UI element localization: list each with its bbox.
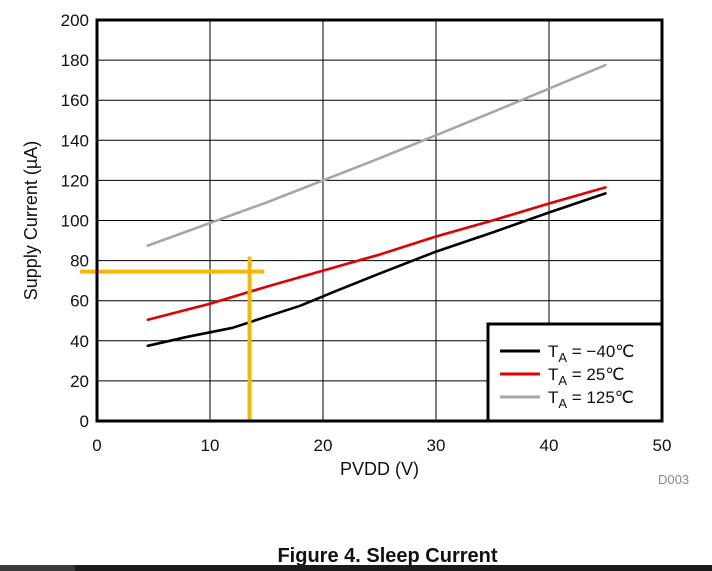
series-line-1 [146,186,607,321]
y-tick-label-8: 160 [61,91,89,110]
legend: TA = −40℃TA = 25℃TA = 125℃ [486,322,664,423]
bottom-bar-chip [0,565,75,571]
y-tick-label-1: 20 [70,372,89,391]
legend-label-1: TA = 25℃ [548,365,624,388]
legend-label-0: TA = −40℃ [548,342,634,365]
y-tick-label-7: 140 [61,131,89,150]
series-lines [146,63,607,348]
x-tick-label-0: 0 [92,436,101,455]
y-tick-labels: 0 20 40 60 80 100 120 140 160 180 200 [61,11,89,431]
series-line-2 [146,63,607,247]
series-line-0 [146,192,607,348]
plot-frame [95,18,664,423]
x-tick-labels: 0 10 20 30 40 50 [92,436,671,455]
annotation-markers [80,256,265,421]
y-tick-label-10: 200 [61,11,89,30]
y-tick-label-4: 80 [70,252,89,271]
x-tick-label-5: 50 [653,436,672,455]
legend-label-2: TA = 125℃ [548,388,634,411]
y-tick-label-3: 60 [70,292,89,311]
x-tick-label-1: 10 [201,436,220,455]
y-tick-label-5: 100 [61,212,89,231]
figure-caption: Figure 4. Sleep Current [277,545,498,567]
x-tick-label-2: 20 [314,436,333,455]
y-axis-label: Supply Current (µA) [21,141,41,300]
y-tick-label-6: 120 [61,171,89,190]
figure-code: D003 [658,472,689,487]
y-tick-label-9: 180 [61,51,89,70]
x-tick-label-3: 30 [427,436,446,455]
y-tick-label-0: 0 [80,412,89,431]
bottom-bar [0,565,712,571]
x-tick-label-4: 40 [540,436,559,455]
x-axis-label: PVDD (V) [340,459,419,479]
y-tick-label-2: 40 [70,332,89,351]
